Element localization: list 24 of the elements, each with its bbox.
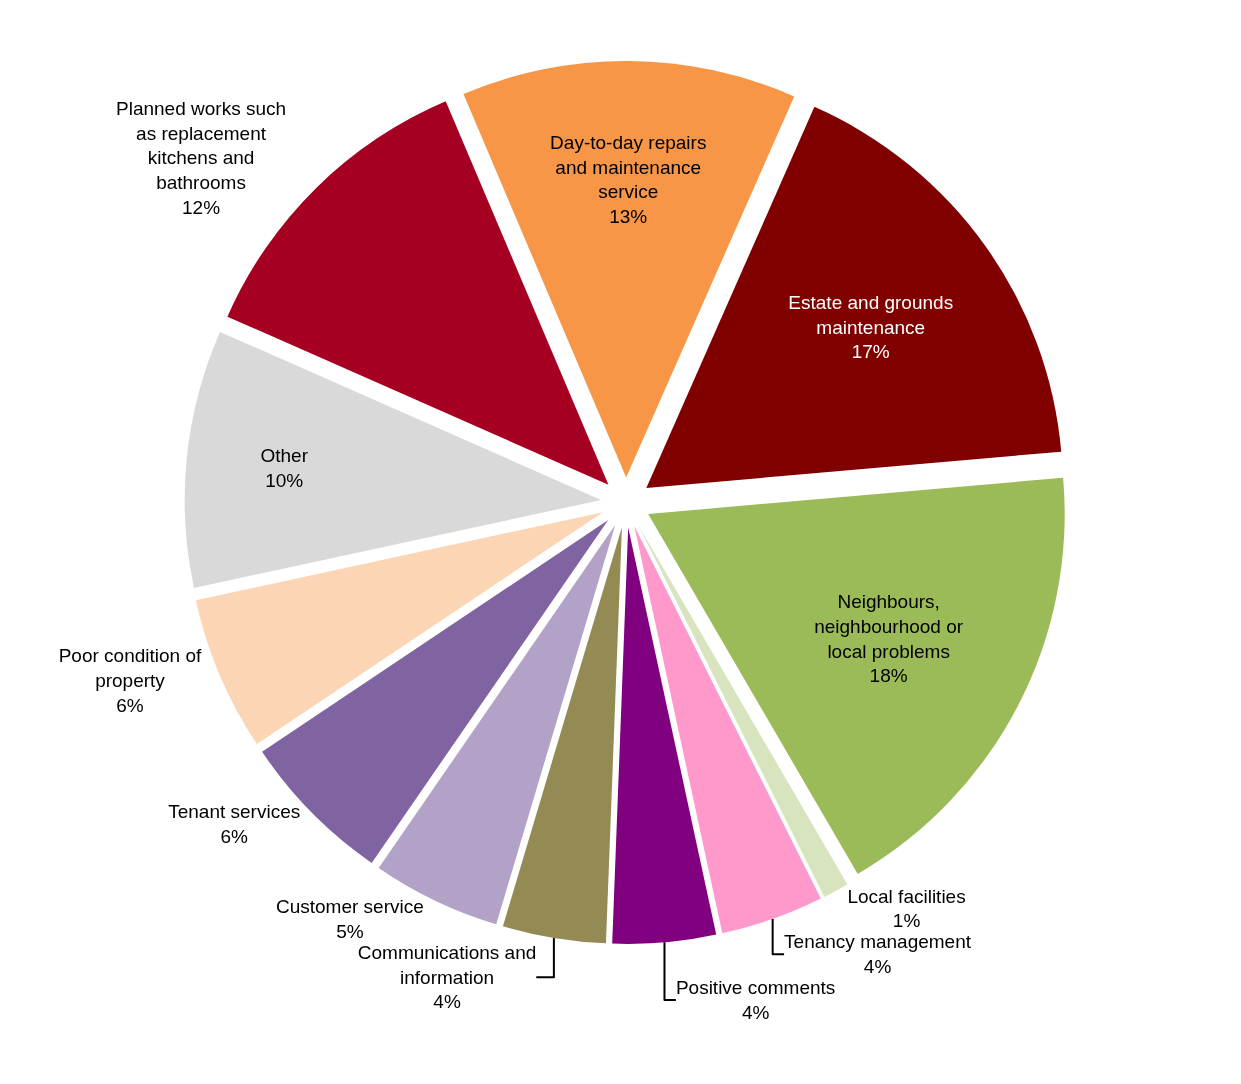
data-label: 17% bbox=[851, 341, 890, 363]
slice-label: Poor condition of property bbox=[58, 645, 202, 691]
data-label: 13% bbox=[609, 205, 648, 227]
data-label: 10% bbox=[265, 469, 304, 491]
slice-label: Positive comments bbox=[675, 977, 836, 999]
data-label: 5% bbox=[336, 921, 364, 943]
data-label: 4% bbox=[741, 1001, 770, 1023]
slice-label: Neighbours, neighbourhood or local problems bbox=[814, 591, 964, 662]
data-label: 18% bbox=[869, 665, 908, 687]
data-label: 4% bbox=[863, 956, 892, 978]
slice-label: Day-to-day repairs and maintenance service bbox=[550, 131, 707, 203]
slice-label: Tenancy management bbox=[784, 931, 972, 953]
data-label: 4% bbox=[433, 991, 461, 1013]
slice-label: Other bbox=[260, 444, 309, 466]
slice-label: Communications and information bbox=[357, 942, 537, 988]
data-label: 1% bbox=[892, 910, 921, 932]
slice-label: Planned works such as replacement kitchens and bathrooms bbox=[116, 97, 287, 193]
slice-label: Tenant services bbox=[168, 800, 301, 822]
slice-label: Customer service bbox=[275, 896, 424, 918]
data-label: 6% bbox=[220, 825, 249, 847]
data-label: 12% bbox=[182, 196, 221, 218]
slice-label: Estate and grounds maintenance bbox=[788, 292, 954, 338]
data-label: 6% bbox=[116, 694, 144, 716]
slice-label: Local facilities bbox=[847, 885, 966, 907]
